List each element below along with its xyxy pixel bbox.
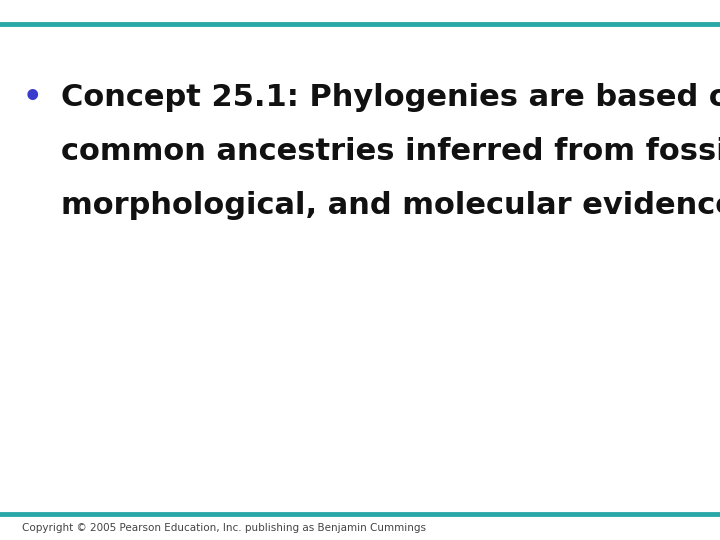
Text: Concept 25.1: Phylogenies are based on: Concept 25.1: Phylogenies are based on (61, 83, 720, 112)
Text: Copyright © 2005 Pearson Education, Inc. publishing as Benjamin Cummings: Copyright © 2005 Pearson Education, Inc.… (22, 523, 426, 533)
Text: morphological, and molecular evidence: morphological, and molecular evidence (61, 191, 720, 220)
Text: •: • (22, 83, 42, 112)
Text: common ancestries inferred from fossil,: common ancestries inferred from fossil, (61, 137, 720, 166)
